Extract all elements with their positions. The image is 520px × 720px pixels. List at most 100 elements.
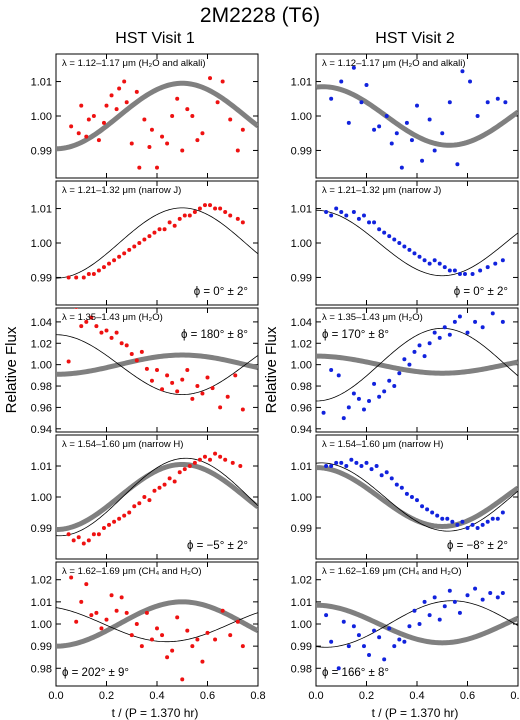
data-point [377,124,382,129]
plot-area [316,206,518,277]
data-point [91,532,96,537]
data-point [351,65,356,70]
data-point [478,268,483,273]
data-point [195,637,200,642]
data-point [101,120,106,125]
data-point [160,633,165,638]
panel-visit1-row5: 0.98 0.99 1.00 1.01 1.02 0.0 0.2 0.4 0.6 0.8 λ = 1… [31,561,266,702]
data-point [372,127,377,132]
y-tick-label: 1.01 [31,77,52,89]
data-point [124,610,129,615]
data-point [394,482,399,487]
data-point [445,516,450,521]
data-point [218,206,223,211]
y-tick-label: 0.99 [291,272,312,284]
data-point [372,381,377,386]
plot-area [56,203,258,280]
data-point [437,617,442,622]
data-point [394,131,399,136]
data-point [465,593,470,598]
data-point [329,213,334,218]
y-tick-label: 0.98 [31,663,52,675]
data-point [500,319,505,324]
data-point [170,648,175,653]
data-point [346,405,351,410]
y-tick-label: 1.01 [291,597,312,609]
data-point [322,49,326,53]
data-point [427,261,432,266]
data-point [404,491,409,496]
y-tick-label: 0.98 [291,663,312,675]
data-point [109,335,114,340]
band-label: λ = 1.62–1.69 μm (CH₄ and H₂O) [62,566,202,577]
plot-area [56,76,258,170]
data-point [457,610,462,615]
data-point [460,69,465,74]
data-point [412,251,417,256]
x-tick-label: 0.6 [200,690,215,702]
data-point [107,261,112,266]
data-point [142,237,147,242]
data-point [367,399,372,403]
y-tick-label: 1.00 [31,360,52,372]
data-point [334,206,339,211]
y-tick-label: 1.00 [31,238,52,250]
data-point [99,626,104,631]
panel-visit2-row2: 0.99 1.00 1.01 λ = 1.21–1.32 μm (narrow J) ϕ… [291,180,519,306]
y-tick-label: 1.01 [31,597,52,609]
y-tick-label: 0.98 [291,381,312,393]
model-curve-thick [316,602,518,646]
data-point [208,457,213,462]
data-point [351,624,356,629]
y-tick-label: 1.04 [291,317,312,329]
data-point [364,83,369,87]
plot-area [56,451,258,546]
band-label: λ = 1.21–1.32 μm (narrow J) [62,185,181,196]
data-point [91,114,96,118]
data-point [432,148,437,153]
data-point [372,628,377,633]
data-point [175,389,180,394]
data-point [324,210,329,214]
data-point [112,258,117,263]
data-point [119,595,124,600]
phase-label: ϕ = 180° ± 8° [181,329,248,341]
data-point [329,464,334,468]
y-tick-label: 1.00 [291,111,312,123]
data-point [86,117,91,122]
data-point [432,330,437,335]
data-point [485,519,490,524]
data-point [354,460,359,465]
data-point [228,633,233,638]
data-point [437,261,442,266]
y-tick-label: 0.99 [291,145,312,157]
data-point [470,522,475,527]
data-point [432,258,437,263]
data-point [235,216,240,221]
data-point [220,608,225,613]
data-point [329,96,334,101]
model-curve-thick [56,599,258,649]
data-point [129,351,134,356]
data-point [339,460,344,465]
data-point [452,599,457,604]
data-point [144,366,149,371]
data-point [114,107,119,112]
data-point [155,165,159,170]
data-point [172,223,177,228]
data-point [84,319,89,324]
data-point [399,485,404,490]
data-point [359,464,364,468]
x-tick-label: 0.4 [409,690,424,702]
data-point [152,230,157,235]
data-point [455,162,460,167]
data-point [488,591,493,595]
y-tick-label: 0.99 [31,145,52,157]
data-point [134,89,139,94]
data-point [155,626,159,631]
phase-label: ϕ = −5° ± 2° [187,540,248,552]
data-point [96,268,101,273]
data-point [473,319,478,324]
plot-area [316,586,518,671]
data-point [157,227,162,232]
